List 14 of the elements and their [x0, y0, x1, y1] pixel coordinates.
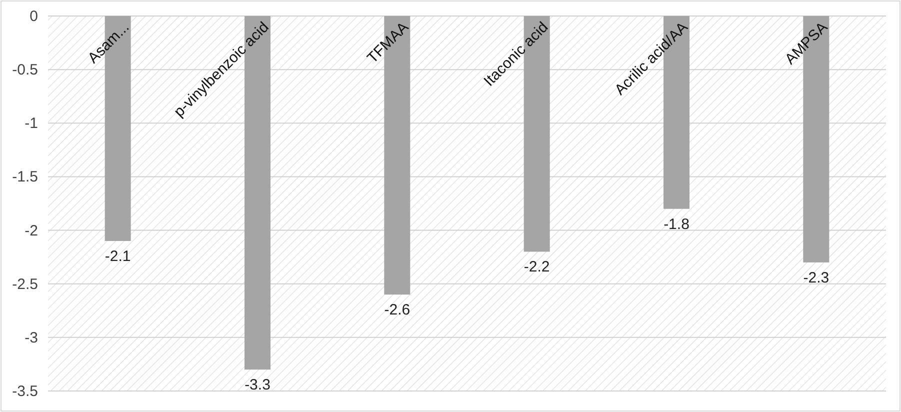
y-tick-label: -2 [24, 222, 38, 240]
y-tick-label: -1 [24, 115, 38, 132]
data-label: -2.1 [104, 248, 131, 265]
y-tick-label: -3.5 [12, 383, 38, 400]
data-label: -2.6 [384, 302, 410, 319]
data-label: -3.3 [244, 376, 270, 394]
data-label: -1.8 [664, 216, 690, 233]
y-tick-label: -2.5 [12, 276, 38, 293]
data-label: -2.3 [803, 269, 830, 286]
y-tick-label: -1.5 [12, 168, 38, 186]
y-tick-label: 0 [30, 8, 38, 25]
y-tick-label: -3 [24, 329, 38, 346]
data-label: -2.2 [524, 258, 550, 276]
y-tick-label: -0.5 [12, 62, 38, 79]
